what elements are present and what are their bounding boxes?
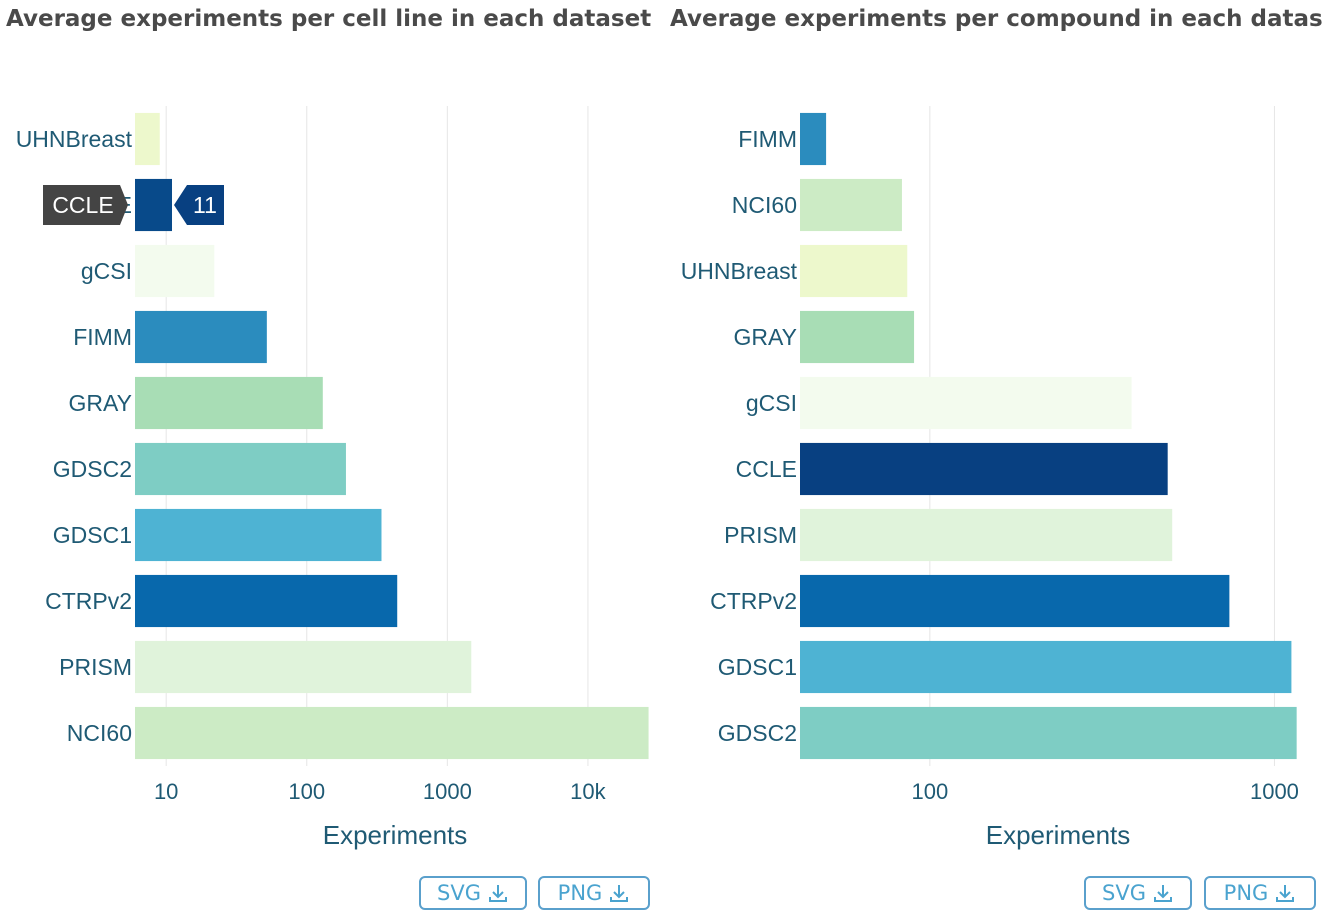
bar-gdsc1 (135, 508, 382, 562)
category-label: FIMM (738, 126, 797, 152)
png-button-label: PNG (557, 881, 603, 905)
download-png-button-left[interactable]: PNG (538, 876, 650, 910)
chart-title-cell-line: Average experiments per cell line in eac… (6, 6, 652, 32)
download-svg-button-right[interactable]: SVG (1084, 876, 1192, 910)
png-button-label: PNG (1223, 881, 1269, 905)
x-tick-label: 1000 (423, 779, 472, 804)
download-icon (1152, 882, 1174, 904)
tooltip-value-tag (174, 185, 225, 225)
x-tick-label: 1000 (1250, 779, 1299, 804)
category-label: CTRPv2 (45, 588, 132, 614)
category-label: GDSC1 (53, 522, 132, 548)
bar-ccle (135, 178, 173, 232)
category-label: FIMM (73, 324, 132, 350)
x-tick-label: 10k (570, 779, 606, 804)
bar-nci60 (800, 178, 902, 232)
bar-prism (800, 508, 1173, 562)
category-label: PRISM (59, 654, 132, 680)
download-icon (487, 882, 509, 904)
bar-fimm (135, 310, 267, 364)
download-svg-button-left[interactable]: SVG (419, 876, 527, 910)
bar-uhnbreast (800, 244, 908, 298)
category-label: PRISM (724, 522, 797, 548)
category-label: GDSC1 (718, 654, 797, 680)
bar-nci60 (135, 706, 649, 760)
bar-gdsc1 (800, 640, 1292, 694)
category-label: NCI60 (732, 192, 797, 218)
category-label: NCI60 (67, 720, 132, 746)
x-tick-label: 10 (154, 779, 178, 804)
category-label: CCLE (736, 456, 797, 482)
x-tick-label: 100 (911, 779, 948, 804)
chart-title-compound: Average experiments per compound in each… (670, 6, 1322, 32)
download-icon (608, 882, 630, 904)
category-label: UHNBreast (681, 258, 798, 284)
tooltip-category-tag (43, 185, 128, 225)
bar-ccle (800, 442, 1168, 496)
bar-gcsi (800, 376, 1132, 430)
category-label: GRAY (734, 324, 797, 350)
bar-gray (135, 376, 323, 430)
bar-ctrpv2 (800, 574, 1230, 628)
bar-gray (800, 310, 915, 364)
x-axis-title: Experiments (986, 820, 1131, 850)
category-label: CTRPv2 (710, 588, 797, 614)
bar-gcsi (135, 244, 215, 298)
compound-bar-chart: 100 1000 FIMM NCI60 UHNBreast GRAY gCSI CCLE PRI… (681, 106, 1299, 850)
tooltip-value-text: 11 (193, 192, 217, 218)
bar-fimm (800, 112, 827, 166)
category-label: GDSC2 (53, 456, 132, 482)
download-png-button-right[interactable]: PNG (1204, 876, 1316, 910)
category-label: GRAY (69, 390, 132, 416)
bar-gdsc2 (135, 442, 346, 496)
download-icon (1274, 882, 1296, 904)
x-axis-title: Experiments (323, 820, 468, 850)
svg-button-label: SVG (437, 881, 481, 905)
tooltip-category-text: CCLE (52, 192, 113, 218)
cell-line-bar-chart: 10 100 1000 10k UHNBreast CCLE gCSI FIMM GRAY GDS… (16, 106, 649, 850)
category-label: gCSI (746, 390, 797, 416)
category-label: gCSI (81, 258, 132, 284)
bar-prism (135, 640, 472, 694)
x-tick-label: 100 (288, 779, 325, 804)
category-label: GDSC2 (718, 720, 797, 746)
svg-button-label: SVG (1102, 881, 1146, 905)
category-label: UHNBreast (16, 126, 133, 152)
bar-uhnbreast (135, 112, 160, 166)
bar-ctrpv2 (135, 574, 398, 628)
bar-gdsc2 (800, 706, 1297, 760)
